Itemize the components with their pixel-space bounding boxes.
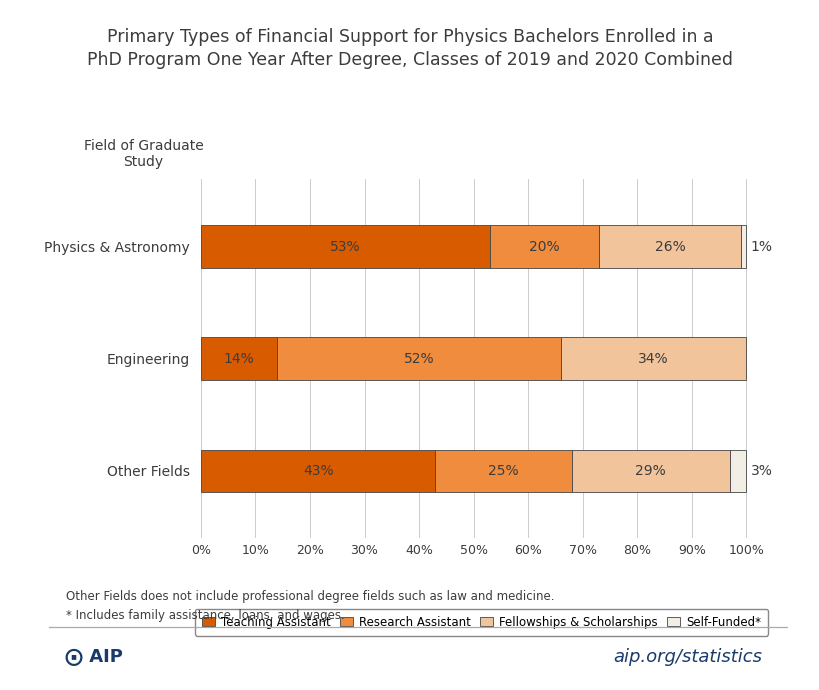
Text: 1%: 1% [749, 239, 771, 254]
Text: 26%: 26% [654, 239, 685, 254]
Bar [729, 450, 745, 492]
Bar [489, 226, 598, 268]
Text: 34%: 34% [637, 352, 668, 366]
Text: 53%: 53% [330, 239, 360, 254]
Bar [740, 226, 745, 268]
Text: * Includes family assistance, loans, and wages.: * Includes family assistance, loans, and… [66, 609, 344, 622]
Bar [277, 337, 560, 380]
Bar [201, 450, 435, 492]
Text: Primary Types of Financial Support for Physics Bachelors Enrolled in a
PhD Progr: Primary Types of Financial Support for P… [87, 28, 732, 69]
Text: 20%: 20% [528, 239, 559, 254]
Bar [560, 337, 745, 380]
Text: 25%: 25% [487, 464, 518, 478]
Legend: Teaching Assistant, Research Assistant, Fellowships & Scholarships, Self-Funded*: Teaching Assistant, Research Assistant, … [195, 609, 767, 636]
Bar [571, 450, 729, 492]
Text: 29%: 29% [635, 464, 665, 478]
Bar [201, 337, 277, 380]
Text: Other Fields does not include professional degree fields such as law and medicin: Other Fields does not include profession… [66, 590, 554, 603]
Text: Field of Graduate
Study: Field of Graduate Study [84, 139, 203, 169]
Text: 52%: 52% [403, 352, 434, 366]
Bar [598, 226, 740, 268]
Bar [201, 226, 489, 268]
Text: 43%: 43% [302, 464, 333, 478]
Text: 3%: 3% [749, 464, 771, 478]
Text: 14%: 14% [224, 352, 254, 366]
Text: ⨀ AIP: ⨀ AIP [66, 648, 123, 666]
Text: aip.org/statistics: aip.org/statistics [613, 648, 762, 666]
Bar [435, 450, 571, 492]
